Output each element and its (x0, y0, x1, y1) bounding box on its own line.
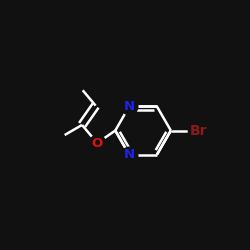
Text: N: N (124, 100, 135, 113)
Text: Br: Br (190, 124, 207, 138)
Text: O: O (92, 136, 103, 149)
Text: N: N (124, 148, 135, 161)
